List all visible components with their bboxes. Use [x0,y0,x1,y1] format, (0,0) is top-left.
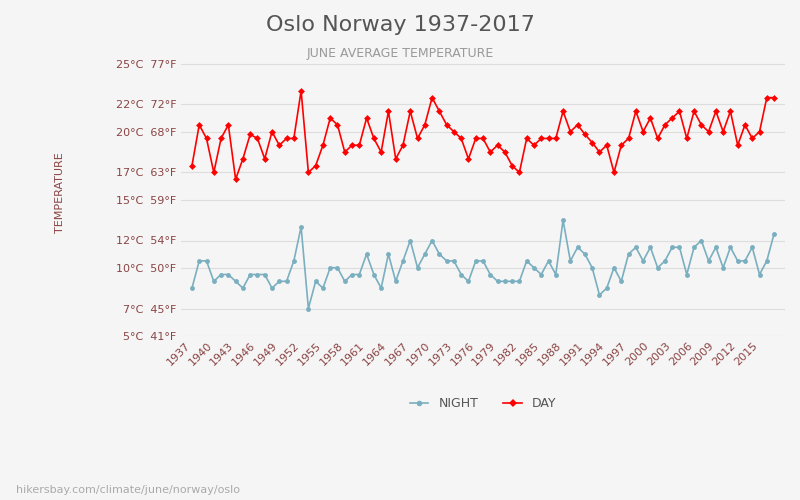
DAY [674,108,684,114]
DAY [187,162,197,168]
NIGHT [303,306,313,312]
Y-axis label: TEMPERATURE: TEMPERATURE [55,152,65,233]
DAY [231,176,241,182]
DAY [522,136,531,141]
Line: DAY: DAY [190,88,777,182]
Text: hikersbay.com/climate/june/norway/oslo: hikersbay.com/climate/june/norway/oslo [16,485,240,495]
NIGHT [770,230,779,236]
Text: Oslo Norway 1937-2017: Oslo Norway 1937-2017 [266,15,534,35]
NIGHT [704,258,714,264]
DAY [726,108,735,114]
DAY [631,108,641,114]
Text: JUNE AVERAGE TEMPERATURE: JUNE AVERAGE TEMPERATURE [306,48,494,60]
Line: NIGHT: NIGHT [190,218,777,311]
NIGHT [566,258,575,264]
DAY [296,88,306,94]
NIGHT [514,278,524,284]
DAY [704,128,714,134]
NIGHT [558,217,568,223]
Legend: NIGHT, DAY: NIGHT, DAY [405,392,562,415]
NIGHT [726,244,735,250]
DAY [770,94,779,100]
NIGHT [187,285,197,291]
NIGHT [674,244,684,250]
DAY [566,128,575,134]
NIGHT [631,244,641,250]
